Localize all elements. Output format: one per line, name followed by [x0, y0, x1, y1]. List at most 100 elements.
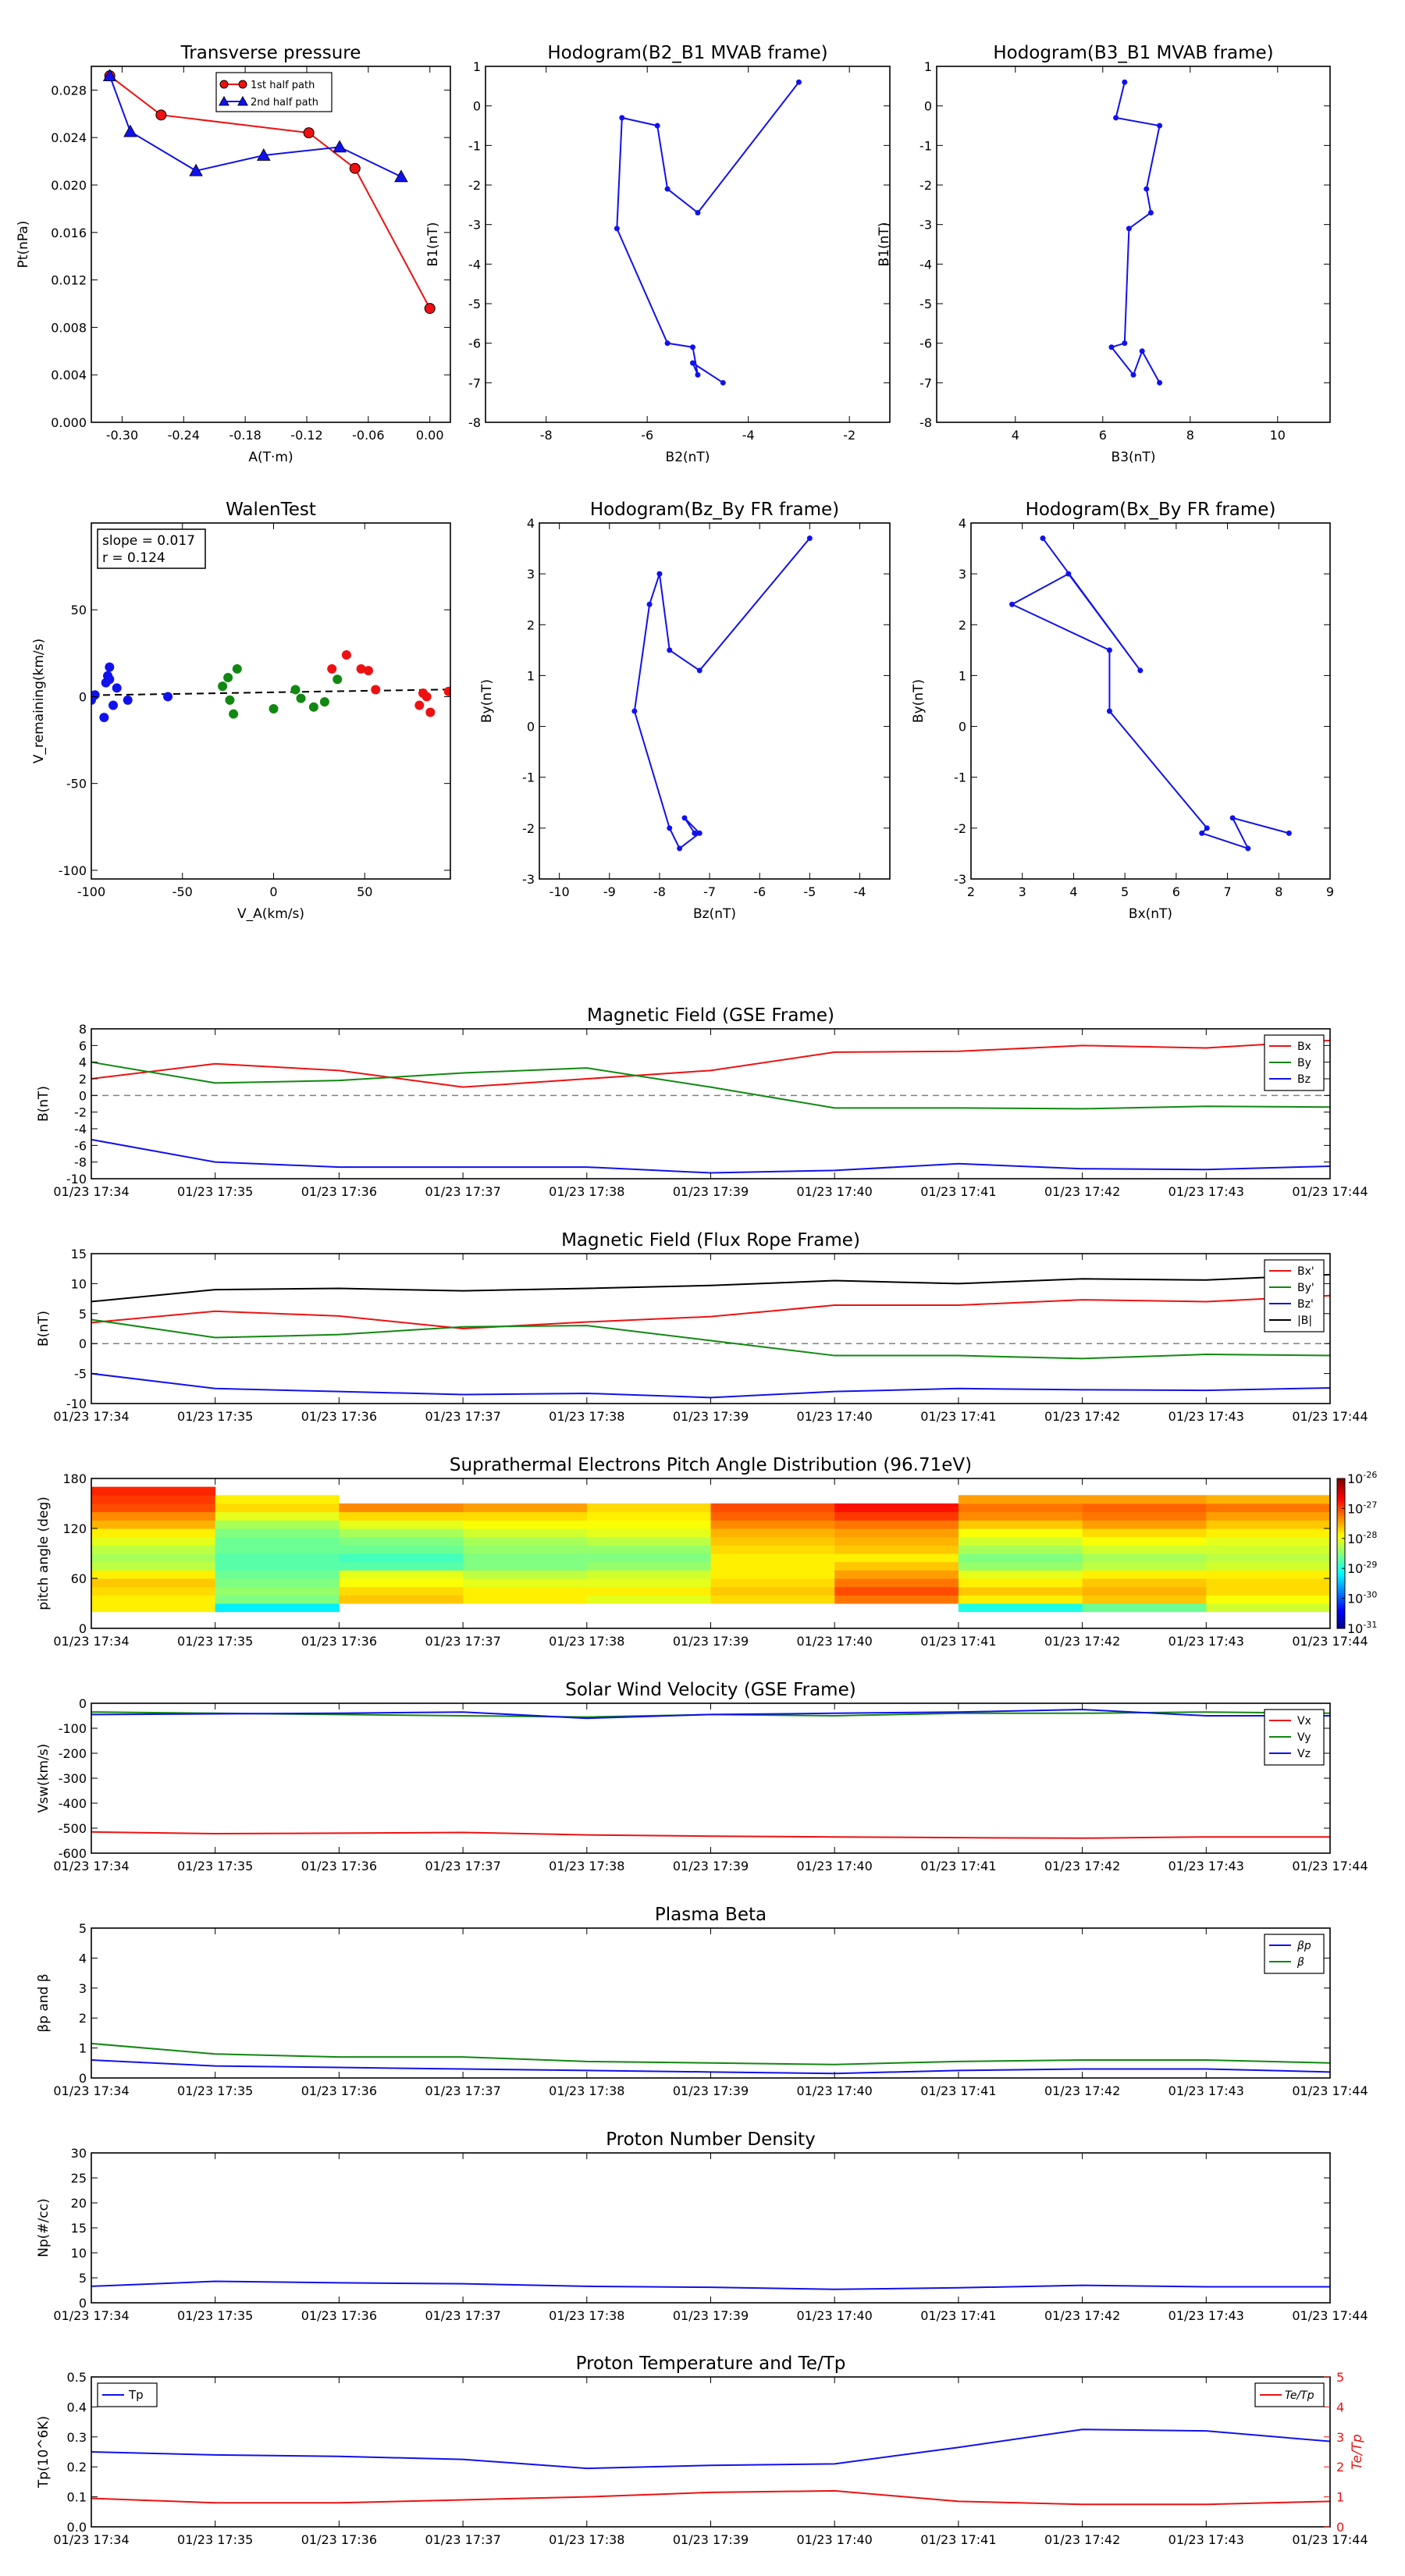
heatmap-cell	[958, 1536, 1083, 1546]
y-axis-label: Np(#/cc)	[36, 2198, 52, 2257]
heatmap-cell	[1082, 1595, 1207, 1604]
heatmap-cell	[1206, 1545, 1330, 1554]
colorbar-step	[1337, 1596, 1345, 1599]
data-point	[308, 702, 318, 712]
data-point	[664, 186, 670, 192]
x-tick-label: 01/23 17:35	[177, 2308, 253, 2323]
heatmap-cell	[586, 1503, 711, 1513]
colorbar-step	[1337, 1575, 1345, 1579]
data-point	[303, 127, 315, 139]
x-axis-label: Bx(nT)	[1129, 906, 1172, 922]
legend-label: By'	[1297, 1282, 1314, 1294]
heatmap-cell	[91, 1486, 216, 1496]
y-tick-label: 0.4	[67, 2400, 87, 2414]
data-point	[1147, 209, 1154, 215]
colorbar-tick-label: 10-31	[1347, 1620, 1377, 1636]
data-point	[631, 708, 638, 714]
y-tick-label: 0	[79, 1621, 87, 1636]
y-axis-label: βp and β	[36, 1973, 52, 2032]
heatmap-cell	[463, 1586, 588, 1596]
series--p-line	[91, 2058, 1330, 2075]
x-tick-label: 4	[1012, 428, 1019, 443]
heatmap-cell	[586, 1586, 711, 1596]
heatmap-cell	[1206, 1595, 1330, 1604]
legend-frame	[215, 72, 333, 112]
heatmap-cell	[91, 1561, 216, 1571]
data-point	[163, 692, 173, 702]
heatmap-cell	[1082, 1495, 1207, 1504]
data-point	[333, 140, 347, 153]
data-point	[619, 115, 625, 121]
x-tick-label: 01/23 17:38	[549, 2083, 624, 2098]
x-tick-label: 10	[1270, 428, 1286, 443]
plot-area	[102, 69, 436, 315]
heatmap-cell	[710, 1503, 835, 1513]
chart-title: Transverse pressure	[180, 43, 361, 63]
heatmap-cell	[339, 1545, 464, 1554]
colorbar-step	[1337, 1585, 1345, 1589]
data-point	[232, 664, 242, 674]
y-axis-label: By(nT)	[911, 679, 927, 723]
x-tick-label: 01/23 17:40	[797, 2308, 873, 2323]
heatmap-cell	[215, 1511, 340, 1521]
heatmap-cell	[1082, 1520, 1207, 1529]
data-point	[1106, 708, 1112, 714]
x-axis-label: V_A(km/s)	[237, 906, 304, 922]
y-tick-label: 180	[62, 1471, 87, 1486]
series-s0-line	[1010, 537, 1289, 850]
data-point	[1229, 815, 1236, 821]
x-tick-label: 01/23 17:43	[1168, 1634, 1244, 1649]
y-tick-label: 0	[79, 2071, 87, 2086]
y-tick-label: 0.000	[51, 415, 87, 430]
legend-label: βp	[1297, 1940, 1311, 1952]
heatmap-cell	[586, 1561, 711, 1571]
plot-area	[91, 1273, 1330, 1399]
axes-frame	[91, 2152, 1331, 2304]
x-tick-label: 01/23 17:39	[673, 2083, 749, 2098]
data-point	[155, 109, 167, 121]
colorbar-step	[1337, 1541, 1345, 1544]
x-tick-label: 01/23 17:40	[797, 1859, 873, 1873]
data-point	[422, 692, 432, 702]
x-tick-label: 01/23 17:37	[425, 2532, 500, 2547]
x-tick-label: 01/23 17:43	[1168, 2308, 1244, 2323]
colorbar-step	[1337, 1521, 1345, 1525]
data-point	[667, 647, 673, 653]
y-tick-label: 5	[79, 1921, 87, 1936]
y-tick-label: 6	[79, 1038, 87, 1053]
x-tick-label: 01/23 17:42	[1044, 2308, 1120, 2323]
data-point	[341, 650, 351, 660]
legend-label: Vy	[1297, 1731, 1311, 1744]
heatmap-cell	[91, 1578, 216, 1588]
heatmap-cell	[339, 1536, 464, 1546]
x-tick-label: 01/23 17:36	[301, 1634, 377, 1649]
x-tick-label: 01/23 17:35	[177, 1634, 253, 1649]
data-point	[696, 830, 702, 836]
data-point	[443, 686, 450, 696]
x-tick-label: 01/23 17:43	[1168, 1859, 1244, 1873]
y-tick-label: 15	[71, 2221, 87, 2236]
colorbar-step	[1337, 1573, 1345, 1577]
panel-mag_gse: 01/23 17:34 01/23 17:35 01/23 17:36 01/23 1…	[36, 1005, 1368, 1199]
data-point	[189, 163, 203, 176]
data-point	[105, 674, 115, 685]
colorbar-step	[1337, 1581, 1345, 1584]
y-tick-label: -8	[919, 415, 932, 430]
heatmap-cell	[710, 1553, 835, 1563]
data-point	[1040, 535, 1046, 542]
legend-label: Bz	[1297, 1073, 1311, 1086]
legend-left: Tp	[97, 2382, 158, 2407]
chart-title: Proton Temperature and Te/Tp	[576, 2354, 846, 2374]
legend-label: Vx	[1297, 1715, 1311, 1727]
series--b--line	[91, 1273, 1330, 1303]
y-tick-label: 0.012	[51, 273, 87, 288]
y-tick-label: -6	[468, 336, 481, 351]
x-tick-label: -6	[753, 884, 766, 899]
x-tick-label: 01/23 17:43	[1168, 2532, 1244, 2547]
panel-mag_fr: 01/23 17:34 01/23 17:35 01/23 17:36 01/23 1…	[36, 1230, 1368, 1424]
colorbar-tick-label: 10-27	[1347, 1500, 1377, 1516]
heatmap-cell	[463, 1511, 588, 1521]
colorbar-step	[1337, 1523, 1345, 1527]
x-tick-label: 01/23 17:39	[673, 1634, 749, 1649]
